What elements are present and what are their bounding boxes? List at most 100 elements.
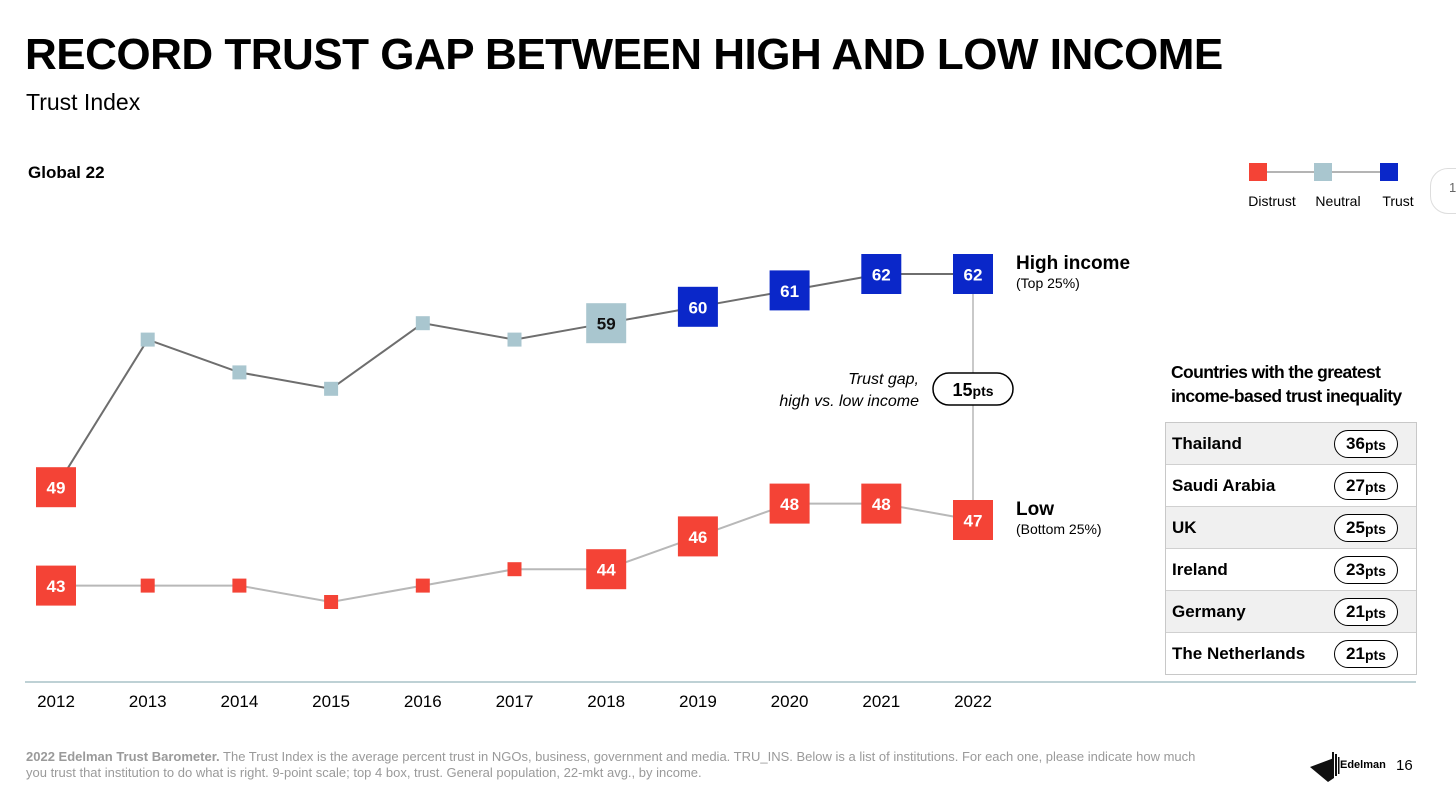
country-gap-unit: pts — [1364, 437, 1386, 453]
data-label-s0-2019: 60 — [688, 298, 707, 317]
countries-table: Thailand 36 pts Saudi Arabia 27 pts UK 25 pts Ire… — [1165, 422, 1417, 675]
marker-s1-2019 — [677, 516, 718, 557]
country-row: Thailand 36 pts — [1166, 423, 1416, 465]
marker-s0-2016 — [415, 316, 430, 331]
series-name-1: Low — [1016, 499, 1054, 520]
data-label-s1-2022: 47 — [964, 512, 983, 531]
country-row: Ireland 23 pts — [1166, 549, 1416, 591]
marker-s1-2018 — [586, 549, 627, 590]
marker-s1-2021 — [861, 483, 902, 524]
marker-s1-2012 — [36, 565, 76, 606]
country-gap-pill: 27 pts — [1334, 471, 1398, 500]
country-row: UK 25 pts — [1166, 507, 1416, 549]
marker-s0-2022 — [953, 254, 993, 294]
x-tick-2019: 2019 — [679, 692, 717, 711]
country-gap-value: 21 — [1346, 601, 1365, 621]
series-subtitle-1: (Bottom 25%) — [1016, 521, 1102, 537]
marker-s0-2018 — [586, 303, 627, 344]
edelman-logo-icon — [1310, 752, 1340, 782]
gap-value: 15pts — [952, 380, 993, 400]
x-tick-2017: 2017 — [496, 692, 534, 711]
series-annotations: High income(Top 25%) Low(Bottom 25%) Trust… — [779, 253, 1130, 537]
brand-name: Edelman — [1340, 759, 1386, 771]
country-gap-pill: 21 pts — [1334, 597, 1398, 626]
country-name: Thailand — [1172, 433, 1242, 453]
x-tick-2014: 2014 — [220, 692, 258, 711]
marker-s1-2017 — [507, 562, 522, 577]
series-name-0: High income — [1016, 253, 1130, 274]
footnote-text: The Trust Index is the average percent t… — [26, 749, 1196, 780]
side-tab-label: 1 — [1449, 180, 1456, 195]
country-gap-unit: pts — [1364, 521, 1386, 537]
data-label-s0-2018: 59 — [597, 315, 616, 334]
x-tick-2022: 2022 — [954, 692, 992, 711]
data-label-s1-2018: 44 — [597, 561, 616, 580]
country-name: Germany — [1172, 601, 1246, 621]
legend-swatch-trust — [1380, 163, 1398, 181]
marker-s1-2015 — [324, 595, 339, 609]
marker-s0-2013 — [140, 332, 155, 347]
country-gap-pill: 23 pts — [1334, 555, 1398, 584]
series-line-0 — [55, 273, 973, 488]
data-label-s1-2021: 48 — [872, 495, 891, 514]
country-name: UK — [1172, 517, 1197, 537]
country-row: Saudi Arabia 27 pts — [1166, 465, 1416, 507]
marker-s1-2016 — [415, 578, 430, 593]
gap-pill — [932, 372, 1014, 406]
country-name: Saudi Arabia — [1172, 475, 1276, 495]
page-number: 16 — [1396, 757, 1413, 774]
marker-s0-2020 — [769, 270, 810, 311]
data-label-s0-2022: 62 — [964, 266, 983, 285]
page-subtitle: Trust Index — [26, 89, 141, 115]
gap-label-line1: Trust gap, — [848, 371, 919, 388]
data-label-s1-2012: 43 — [47, 577, 66, 596]
x-tick-2012: 2012 — [37, 692, 75, 711]
marker-s0-2021 — [861, 254, 902, 294]
country-gap-value: 36 — [1346, 433, 1365, 453]
marker-s1-2020 — [769, 483, 810, 524]
marker-s0-2014 — [232, 365, 247, 380]
x-tick-2021: 2021 — [862, 692, 900, 711]
country-gap-unit: pts — [1364, 563, 1386, 579]
side-tab[interactable] — [1430, 168, 1456, 214]
legend-label-neutral: Neutral — [1315, 193, 1360, 209]
country-gap-pill: 36 pts — [1334, 429, 1398, 458]
marker-s1-2022 — [953, 500, 993, 540]
marker-s0-2017 — [507, 332, 522, 347]
country-gap-pill: 25 pts — [1334, 513, 1398, 542]
x-tick-2013: 2013 — [129, 692, 167, 711]
country-name: Ireland — [1172, 559, 1228, 579]
country-gap-value: 23 — [1346, 559, 1365, 579]
data-label-s0-2021: 62 — [872, 266, 891, 285]
data-label-s0-2012: 49 — [47, 479, 66, 498]
country-gap-value: 21 — [1346, 643, 1365, 663]
series-subtitle-0: (Top 25%) — [1016, 275, 1080, 291]
x-tick-2018: 2018 — [587, 692, 625, 711]
legend-swatch-neutral — [1314, 163, 1332, 181]
legend: Distrust Neutral Trust — [1248, 163, 1414, 209]
country-name: The Netherlands — [1172, 643, 1306, 663]
legend-label-trust: Trust — [1382, 193, 1413, 209]
page-title: RECORD TRUST GAP BETWEEN HIGH AND LOW IN… — [25, 30, 1223, 79]
marker-s0-2019 — [677, 286, 718, 327]
legend-swatch-distrust — [1249, 163, 1267, 181]
x-tick-2015: 2015 — [312, 692, 350, 711]
data-label-s1-2019: 46 — [688, 528, 707, 547]
data-label-s1-2020: 48 — [780, 495, 799, 514]
marker-s1-2014 — [232, 578, 247, 593]
country-gap-unit: pts — [1364, 479, 1386, 495]
country-row: Germany 21 pts — [1166, 591, 1416, 633]
country-gap-unit: pts — [1364, 647, 1386, 663]
x-tick-2016: 2016 — [404, 692, 442, 711]
footnote: 2022 Edelman Trust Barometer. The Trust … — [26, 749, 1206, 781]
country-row: The Netherlands 21 pts — [1166, 633, 1416, 674]
series-line-1 — [56, 502, 974, 604]
country-gap-pill: 21 pts — [1334, 639, 1398, 668]
countries-panel-title: Countries with the greatest income-based… — [1171, 360, 1431, 408]
x-tick-2020: 2020 — [771, 692, 809, 711]
footnote-source: 2022 Edelman Trust Barometer. — [26, 749, 220, 764]
region-label: Global 22 — [28, 163, 105, 182]
x-tick-labels: 2012 2013 2014 2015 2016 2017 2018 2019 2020 2021… — [37, 692, 992, 711]
marker-s1-2013 — [140, 578, 155, 593]
